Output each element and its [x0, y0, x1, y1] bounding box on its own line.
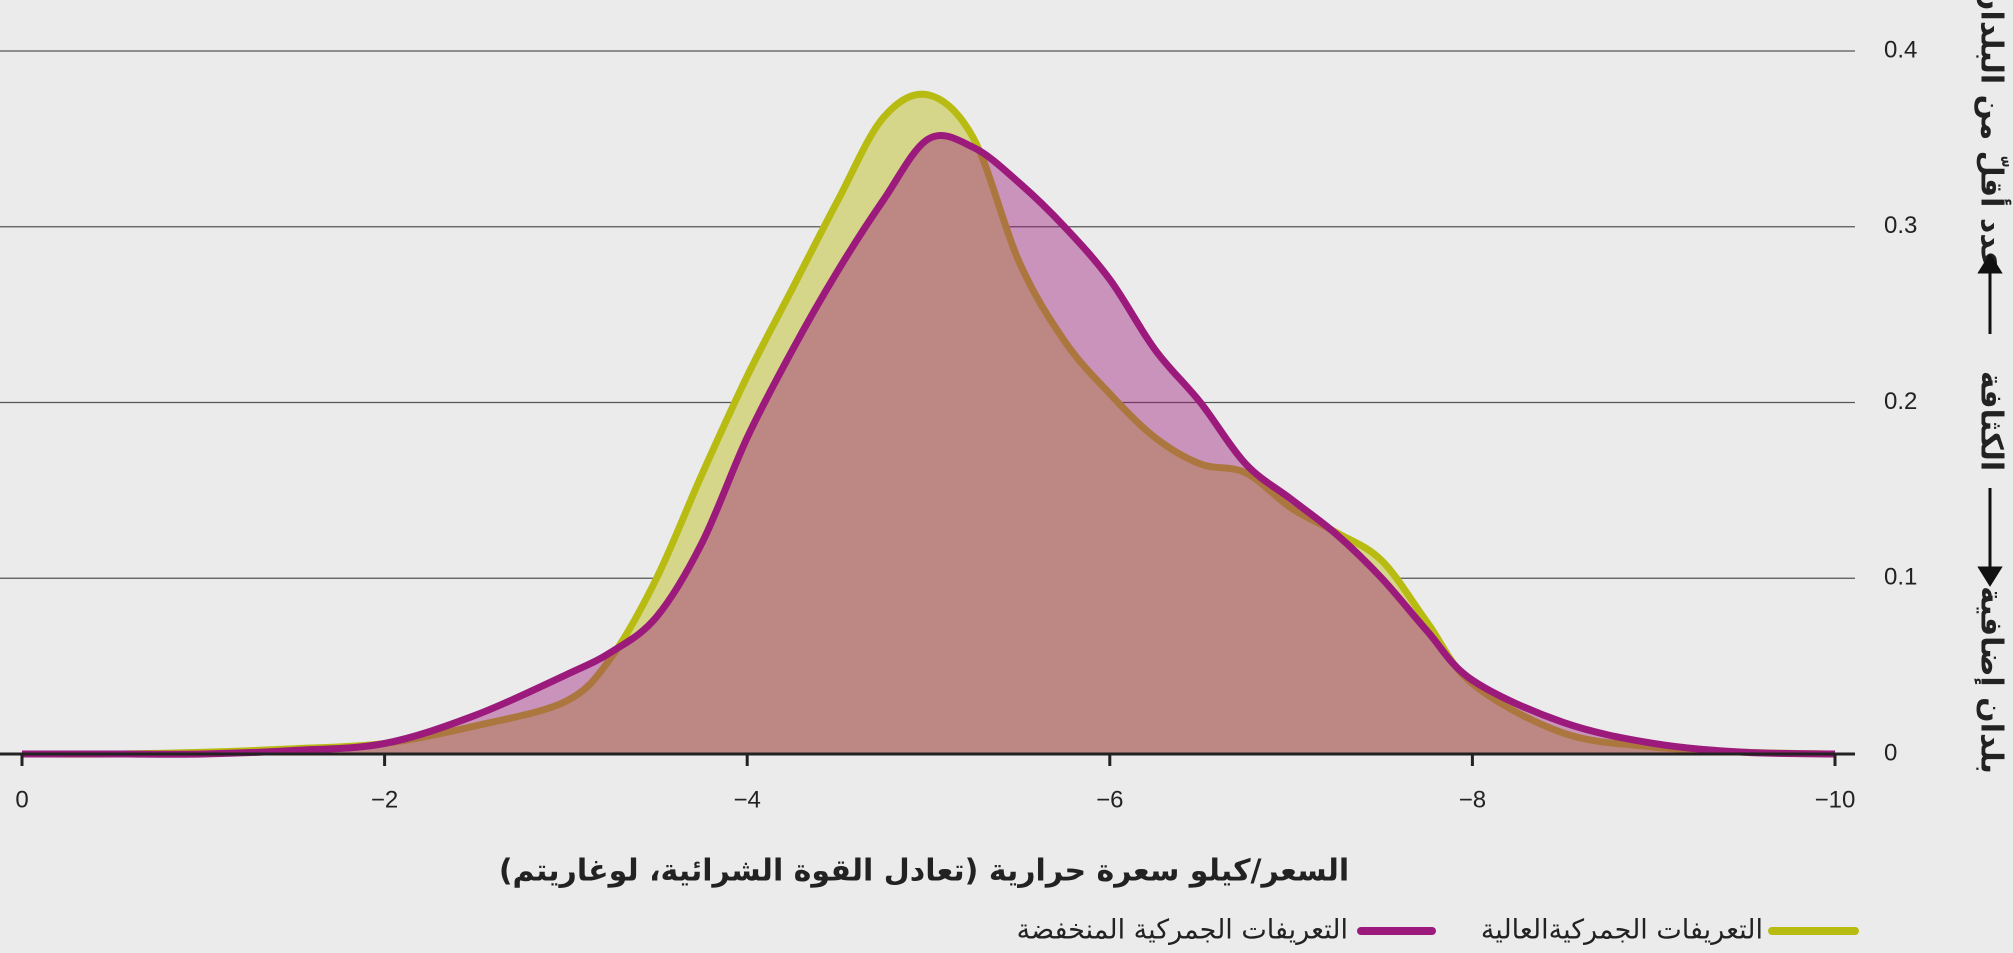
x-tick-label: −10	[1815, 786, 1856, 813]
y-tick-label: 0.4	[1884, 36, 1917, 63]
area-fill	[22, 94, 1835, 755]
area-fill	[22, 135, 1835, 755]
y-tick-label: 0	[1884, 739, 1897, 766]
y-tick-label: 0.3	[1884, 212, 1917, 239]
axis-arrows	[1977, 253, 2003, 587]
y-axis-label-bottom: بلدان إضافية	[1974, 586, 2009, 774]
y-tick-label: 0.1	[1884, 564, 1917, 591]
legend-label: التعريفات الجمركية المنخفضة	[1017, 915, 1348, 946]
x-tick-label: −8	[1459, 786, 1486, 813]
x-tick-label: −6	[1096, 786, 1123, 813]
y-axis-label: الكثافة	[1974, 371, 2009, 471]
x-tick-label: −4	[734, 786, 761, 813]
y-tick-label: 0.2	[1884, 388, 1917, 415]
y-axis-label-top: عدد أقلّ من البلدان	[1974, 0, 2012, 271]
density-line	[22, 132, 1836, 758]
x-axis-label: السعر/كيلو سعرة حرارية (تعادل القوة الشر…	[499, 854, 1349, 889]
y-axis-label-group: عدد أقلّ من البلدان الكثافة بلدان إضافية	[1974, 0, 2012, 774]
x-tick-label: −2	[371, 786, 398, 813]
density-line	[21, 90, 1836, 758]
arrow-up-head	[1977, 253, 2003, 274]
legend-label: التعريفات الجمركيةالعالية	[1481, 915, 1763, 946]
arrow-down-head	[1977, 566, 2003, 587]
x-tick-label: 0	[15, 786, 28, 813]
